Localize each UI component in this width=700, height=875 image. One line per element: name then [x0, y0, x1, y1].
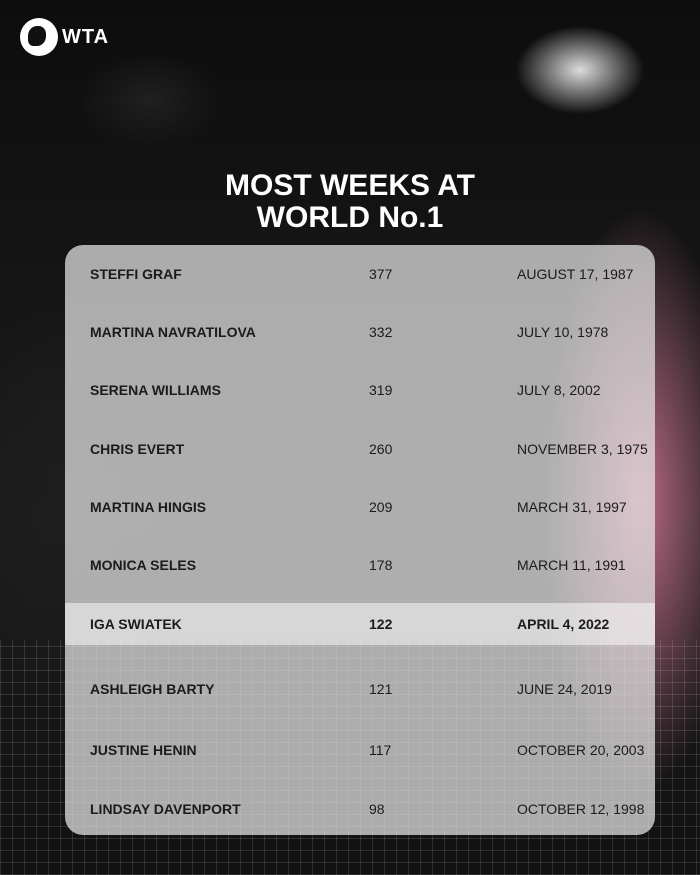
- player-name: STEFFI GRAF: [90, 266, 182, 282]
- table-row: ASHLEIGH BARTY 121 JUNE 24, 2019: [65, 660, 655, 718]
- table-row: LINDSAY DAVENPORT 98 OCTOBER 12, 1998: [65, 780, 655, 835]
- first-date: NOVEMBER 3, 1975: [517, 441, 648, 457]
- table-row: CHRIS EVERT 260 NOVEMBER 3, 1975: [65, 420, 655, 478]
- player-name: JUSTINE HENIN: [90, 742, 197, 758]
- weeks-count: 209: [369, 499, 393, 515]
- first-date: OCTOBER 12, 1998: [517, 801, 645, 817]
- wta-logo-icon: [20, 18, 58, 56]
- weeks-count: 319: [369, 382, 393, 398]
- first-date: MARCH 31, 1997: [517, 499, 627, 515]
- first-date: OCTOBER 20, 2003: [517, 742, 645, 758]
- weeks-count: 121: [369, 681, 393, 697]
- first-date: MARCH 11, 1991: [517, 557, 626, 573]
- weeks-count: 260: [369, 441, 393, 457]
- weeks-count: 332: [369, 324, 393, 340]
- table-row: MARTINA HINGIS 209 MARCH 31, 1997: [65, 478, 655, 536]
- weeks-count: 117: [369, 742, 392, 758]
- first-date: AUGUST 17, 1987: [517, 266, 634, 282]
- table-row: SERENA WILLIAMS 319 JULY 8, 2002: [65, 361, 655, 419]
- weeks-count: 98: [369, 801, 385, 817]
- title-line: MOST WEEKS AT: [225, 169, 475, 202]
- player-name: MONICA SELES: [90, 557, 197, 573]
- player-name: ASHLEIGH BARTY: [90, 681, 215, 697]
- wta-logo: WTA: [20, 18, 109, 56]
- table-row: IGA SWIATEK 122 APRIL 4, 2022: [65, 603, 655, 645]
- weeks-count: 178: [369, 557, 393, 573]
- first-date: JULY 10, 1978: [517, 324, 609, 340]
- player-name: SERENA WILLIAMS: [90, 382, 221, 398]
- page-title: MOST WEEKS AT WORLD No.1: [0, 170, 700, 234]
- player-name: CHRIS EVERT: [90, 441, 185, 457]
- table-row: MARTINA NAVRATILOVA 332 JULY 10, 1978: [65, 303, 655, 361]
- rankings-table: STEFFI GRAF 377 AUGUST 17, 1987 MARTINA NAV…: [65, 245, 655, 835]
- table-row: STEFFI GRAF 377 AUGUST 17, 1987: [65, 245, 655, 303]
- wta-logo-text: WTA: [62, 25, 110, 48]
- table-row: JUSTINE HENIN 117 OCTOBER 20, 2003: [65, 721, 655, 779]
- player-name: LINDSAY DAVENPORT: [90, 801, 241, 817]
- weeks-count: 122: [369, 616, 393, 632]
- first-date: JUNE 24, 2019: [517, 681, 612, 697]
- player-name: IGA SWIATEK: [90, 616, 182, 632]
- player-name: MARTINA HINGIS: [90, 499, 207, 515]
- first-date: JULY 8, 2002: [517, 382, 601, 398]
- player-name: MARTINA NAVRATILOVA: [90, 324, 256, 340]
- table-row: MONICA SELES 178 MARCH 11, 1991: [65, 536, 655, 594]
- first-date: APRIL 4, 2022: [517, 616, 610, 632]
- title-line: WORLD No.1: [256, 201, 444, 234]
- weeks-count: 377: [369, 266, 393, 282]
